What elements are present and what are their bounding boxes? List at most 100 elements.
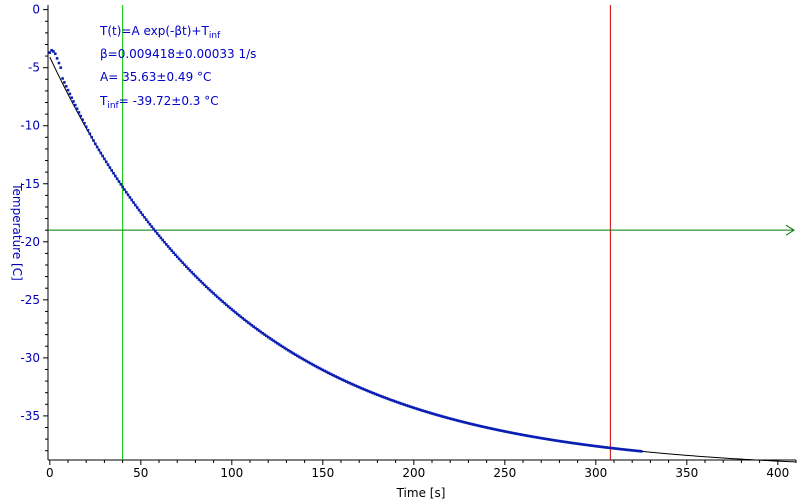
annotation-line-3: A= 35.63±0.49 °C — [100, 70, 211, 84]
data-point — [465, 421, 468, 425]
data-point — [583, 443, 587, 447]
data-point — [601, 445, 605, 449]
data-point — [614, 447, 618, 450]
x-tick-label: 300 — [584, 466, 607, 480]
data-point — [57, 61, 61, 65]
data-point — [556, 439, 559, 443]
data-point — [425, 410, 428, 414]
data-point — [132, 201, 135, 204]
data-point — [345, 380, 348, 383]
data-point — [348, 381, 352, 385]
data-point — [64, 84, 68, 88]
x-axis-ticks: 0 50 100 150 200 250 300 350 400 — [46, 460, 797, 480]
data-point — [174, 253, 177, 257]
data-point — [525, 434, 528, 437]
data-point — [268, 337, 272, 340]
data-point — [79, 114, 83, 118]
data-point — [146, 220, 150, 224]
data-point — [365, 389, 368, 392]
data-point — [625, 448, 629, 452]
data-point — [126, 193, 130, 197]
data-point — [621, 448, 625, 451]
data-point — [450, 417, 454, 421]
data-point — [508, 431, 512, 434]
data-point — [467, 421, 470, 425]
data-point — [512, 431, 516, 435]
data-point — [186, 267, 190, 270]
data-point — [530, 435, 534, 438]
data-point — [159, 236, 163, 240]
data-point — [549, 438, 552, 441]
data-point — [232, 309, 235, 313]
data-point — [461, 420, 465, 424]
data-point — [428, 411, 432, 415]
data-point — [552, 438, 556, 442]
data-point — [474, 423, 477, 427]
data-point — [84, 125, 88, 129]
data-point — [110, 169, 113, 172]
data-point — [547, 438, 550, 441]
data-point — [388, 398, 392, 401]
horizontal-cursor-arrow — [785, 224, 795, 236]
data-point — [399, 402, 403, 405]
data-point — [155, 232, 159, 235]
y-axis-label: Temperature [C] — [10, 182, 24, 281]
data-point — [505, 430, 508, 434]
data-point — [585, 443, 589, 447]
data-point — [277, 343, 281, 346]
data-point — [135, 206, 139, 209]
data-point — [419, 408, 423, 412]
data-point — [381, 395, 385, 399]
data-point — [316, 365, 319, 369]
data-point — [569, 441, 572, 444]
data-point — [543, 437, 547, 441]
data-point — [485, 426, 488, 429]
data-point — [527, 434, 530, 438]
data-point — [559, 440, 563, 443]
data-point — [261, 331, 265, 335]
cursors[interactable] — [48, 5, 795, 460]
data-point — [492, 427, 496, 431]
data-point — [618, 447, 621, 451]
data-point — [394, 400, 397, 403]
x-tick-label: 400 — [766, 466, 789, 480]
data-point — [472, 423, 476, 426]
data-point — [166, 245, 170, 248]
data-point — [483, 425, 487, 429]
data-point — [539, 436, 543, 440]
data-point — [476, 424, 479, 427]
data-point — [356, 385, 359, 388]
data-point — [130, 198, 134, 202]
data-point — [350, 382, 354, 386]
data-point — [576, 442, 579, 446]
data-point — [437, 414, 441, 417]
data-point — [638, 449, 641, 453]
data-point — [439, 414, 443, 418]
data-point — [363, 388, 366, 391]
data-point — [359, 386, 363, 390]
data-point — [55, 57, 59, 60]
data-point — [181, 261, 184, 265]
data-point — [498, 428, 501, 432]
data-point — [294, 353, 297, 356]
data-point — [397, 401, 401, 405]
data-point — [632, 449, 636, 452]
data-point — [90, 135, 93, 139]
data-point — [346, 381, 350, 384]
data-point — [368, 390, 372, 394]
data-point — [148, 223, 152, 226]
data-point — [48, 51, 52, 54]
data-point — [607, 446, 610, 450]
y-tick-label: -10 — [20, 119, 40, 133]
data-point — [374, 392, 377, 396]
data-point — [192, 272, 195, 276]
data-point — [274, 340, 277, 344]
data-point — [177, 257, 181, 261]
data-point — [496, 428, 499, 432]
data-point — [70, 96, 73, 99]
data-point — [168, 247, 172, 250]
data-point — [112, 171, 115, 175]
data-point — [297, 355, 301, 359]
data-point — [263, 333, 266, 336]
data-point — [234, 311, 237, 314]
